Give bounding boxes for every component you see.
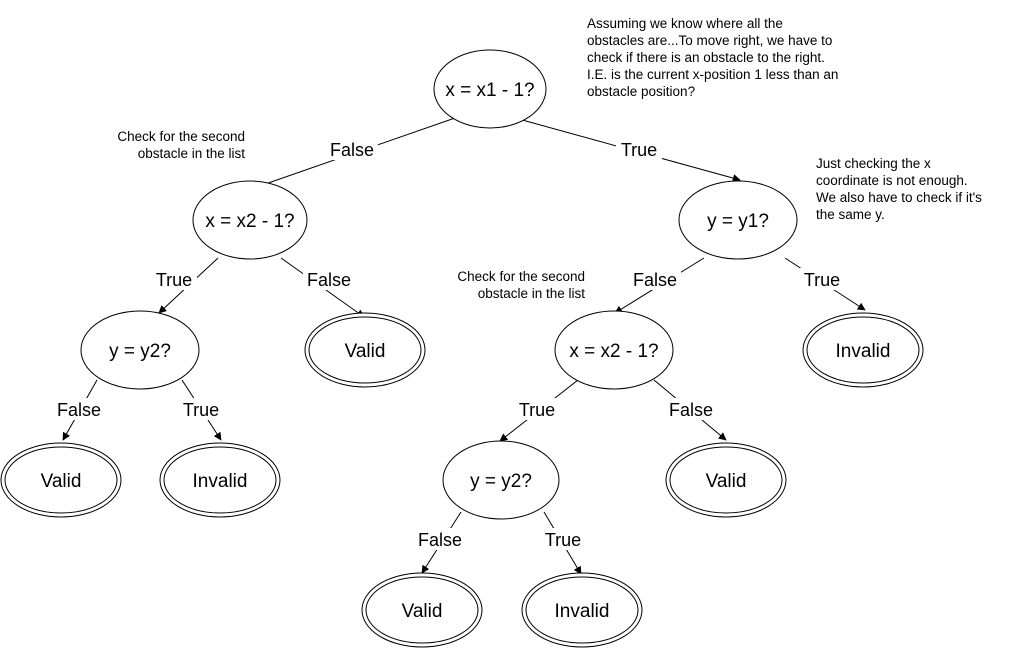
leaf-node-ll-false xyxy=(0,442,122,518)
edge-label-rl-true: True xyxy=(519,400,555,420)
note-top-line: Assuming we know where all the xyxy=(587,16,783,31)
edge-label-rll-true: True xyxy=(545,530,581,550)
leaf-node-rll-true xyxy=(521,572,643,648)
edge-label-ll-true: True xyxy=(183,400,219,420)
note-right-line: We also have to check if it's xyxy=(816,190,982,205)
edge-label-right-false: False xyxy=(633,270,677,290)
node-label-right-left-left: y = y2? xyxy=(470,471,532,492)
leaf-node-right-right xyxy=(802,312,924,388)
note-middle-line: Check for the second xyxy=(457,269,585,284)
decision-node-left xyxy=(192,180,308,260)
node-label-rll-true: Invalid xyxy=(555,601,610,622)
note-left-line: Check for the second xyxy=(117,129,245,144)
edge-label-rll-false: False xyxy=(418,530,462,550)
node-label-rl-false: Valid xyxy=(706,471,747,492)
edge-label-root-true: True xyxy=(621,140,657,160)
node-label-rll-false: Valid xyxy=(402,601,443,622)
node-label-right: y = y1? xyxy=(707,211,769,232)
leaf-node-rll-false xyxy=(361,572,483,648)
note-top-line: check if there is an obstacle to the rig… xyxy=(587,50,825,65)
decision-node-right xyxy=(678,180,798,260)
note-right: Just checking the x coordinate is not en… xyxy=(816,155,982,223)
note-top-line: obstacles are...To move right, we have t… xyxy=(587,33,833,48)
note-top-line: I.E. is the current x-position 1 less th… xyxy=(587,67,839,82)
edge-label-left-true: True xyxy=(156,270,192,290)
leaf-node-left-right xyxy=(304,312,426,388)
note-right-line: the same y. xyxy=(816,207,885,222)
decision-node-right-left-left xyxy=(442,440,560,520)
node-label-left-left: y = y2? xyxy=(109,341,171,362)
note-right-line: coordinate is not enough. xyxy=(816,173,968,188)
note-right-line: Just checking the x xyxy=(816,156,931,171)
edge-label-rl-false: False xyxy=(669,400,713,420)
note-middle: Check for the second obstacle in the lis… xyxy=(440,268,585,302)
decision-node-root xyxy=(433,49,547,129)
note-left: Check for the second obstacle in the lis… xyxy=(70,128,245,162)
node-label-right-left: x = x2 - 1? xyxy=(569,341,658,362)
decision-node-right-left xyxy=(554,310,674,390)
node-label-left: x = x2 - 1? xyxy=(205,211,294,232)
node-label-right-right: Invalid xyxy=(836,341,891,362)
node-label-ll-false: Valid xyxy=(41,471,82,492)
edge-label-right-true: True xyxy=(804,270,840,290)
decision-node-left-left xyxy=(80,310,200,390)
leaf-node-ll-true xyxy=(159,442,281,518)
edge-label-left-false: False xyxy=(307,270,351,290)
node-label-left-right: Valid xyxy=(345,341,386,362)
node-label-root: x = x1 - 1? xyxy=(445,80,534,101)
note-top: Assuming we know where all the obstacles… xyxy=(587,15,838,100)
leaf-node-rl-false xyxy=(665,442,787,518)
node-label-ll-true: Invalid xyxy=(193,471,248,492)
note-middle-line: obstacle in the list xyxy=(477,286,585,301)
edge-label-root-false: False xyxy=(330,140,374,160)
edge-label-ll-false: False xyxy=(57,400,101,420)
note-top-line: obstacle position? xyxy=(587,84,696,99)
note-left-line: obstacle in the list xyxy=(137,146,245,161)
